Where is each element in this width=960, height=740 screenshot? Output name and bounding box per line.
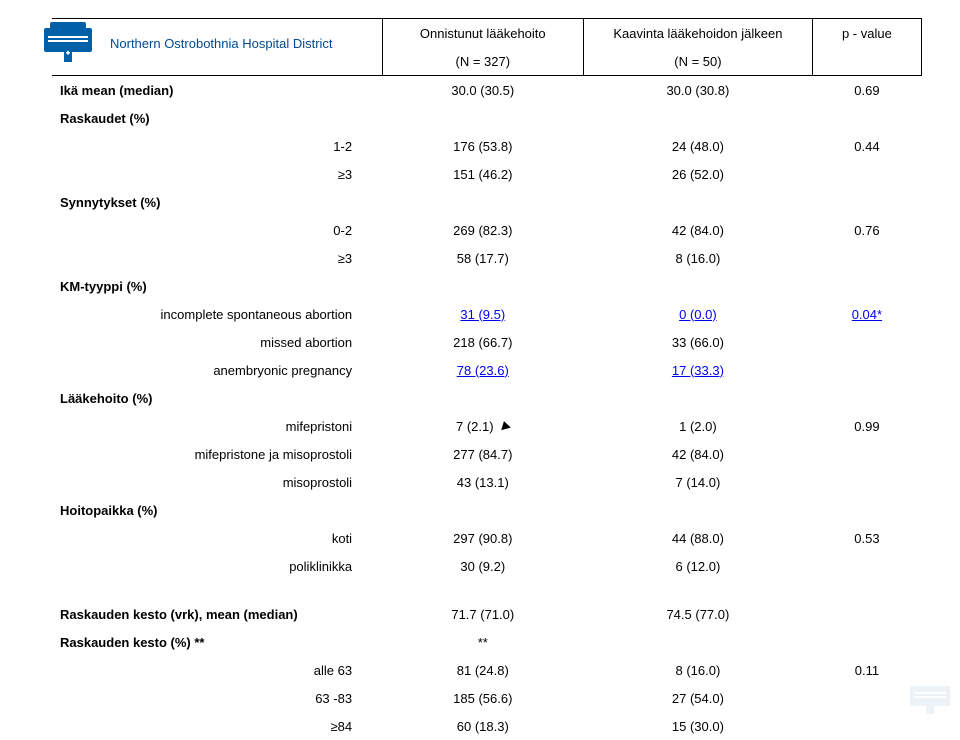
label: 1-2 <box>52 132 382 160</box>
v2: 33 (66.0) <box>583 328 812 356</box>
v2: 30.0 (30.8) <box>583 76 812 105</box>
row-duration-mean: Raskauden kesto (vrk), mean (median) 71.… <box>52 600 922 628</box>
v2: 8 (16.0) <box>583 244 812 272</box>
label: KM-tyyppi (%) <box>52 272 382 300</box>
label: misoprostoli <box>52 468 382 496</box>
col1-sub: (N = 327) <box>382 47 583 76</box>
row-age: Ikä mean (median) 30.0 (30.5) 30.0 (30.8… <box>52 76 922 105</box>
v1: 151 (46.2) <box>382 160 583 188</box>
label: alle 63 <box>52 656 382 684</box>
label: koti <box>52 524 382 552</box>
row-med-header: Lääkehoito (%) <box>52 384 922 412</box>
v1: 81 (24.8) <box>382 656 583 684</box>
v2: 7 (14.0) <box>583 468 812 496</box>
label: ≥84 <box>52 712 382 740</box>
label: Raskauden kesto (vrk), mean (median) <box>52 600 382 628</box>
row-km-isa: incomplete spontaneous abortion 31 (9.5)… <box>52 300 922 328</box>
v1: 277 (84.7) <box>382 440 583 468</box>
v1: 7 (2.1) <box>382 412 583 440</box>
label: 63 -83 <box>52 684 382 712</box>
row-dur-c: ≥84 60 (18.3) 15 (30.0) <box>52 712 922 740</box>
row-med-both: mifepristone ja misoprostoli 277 (84.7) … <box>52 440 922 468</box>
header-row-1: Onnistunut lääkehoito Kaavinta lääkehoid… <box>52 19 922 48</box>
v2: 74.5 (77.0) <box>583 600 812 628</box>
row-preg-header: Raskaudet (%) <box>52 104 922 132</box>
col2-title: Kaavinta lääkehoidon jälkeen <box>583 19 812 48</box>
row-births-02: 0-2 269 (82.3) 42 (84.0) 0.76 <box>52 216 922 244</box>
row-dur-a: alle 63 81 (24.8) 8 (16.0) 0.11 <box>52 656 922 684</box>
spacer <box>52 580 922 600</box>
row-duration-pct: Raskauden kesto (%) ** ** <box>52 628 922 656</box>
page: Northern Ostrobothnia Hospital District … <box>0 0 960 720</box>
v1: 30.0 (30.5) <box>382 76 583 105</box>
v2: 15 (30.0) <box>583 712 812 740</box>
row-med-mife: mifepristoni 7 (2.1) 1 (2.0) 0.99 <box>52 412 922 440</box>
p: 0.53 <box>812 524 921 552</box>
row-births-header: Synnytykset (%) <box>52 188 922 216</box>
label: mifepristone ja misoprostoli <box>52 440 382 468</box>
p: 0.69 <box>812 76 921 105</box>
data-table: Onnistunut lääkehoito Kaavinta lääkehoid… <box>52 18 922 740</box>
label: Hoitopaikka (%) <box>52 496 382 524</box>
row-place-home: koti 297 (90.8) 44 (88.0) 0.53 <box>52 524 922 552</box>
row-km-anem: anembryonic pregnancy 78 (23.6) 17 (33.3… <box>52 356 922 384</box>
v1: 30 (9.2) <box>382 552 583 580</box>
header-row-2: (N = 327) (N = 50) <box>52 47 922 76</box>
v2: 24 (48.0) <box>583 132 812 160</box>
p[interactable]: 0.04* <box>812 300 921 328</box>
label: ≥3 <box>52 160 382 188</box>
p: 0.44 <box>812 132 921 160</box>
row-km-header: KM-tyyppi (%) <box>52 272 922 300</box>
row-preg-12: 1-2 176 (53.8) 24 (48.0) 0.44 <box>52 132 922 160</box>
row-preg-3: ≥3 151 (46.2) 26 (52.0) <box>52 160 922 188</box>
v1[interactable]: 31 (9.5) <box>382 300 583 328</box>
v1: 71.7 (71.0) <box>382 600 583 628</box>
label: Lääkehoito (%) <box>52 384 382 412</box>
label: Raskaudet (%) <box>52 104 382 132</box>
row-med-miso: misoprostoli 43 (13.1) 7 (14.0) <box>52 468 922 496</box>
p: 0.11 <box>812 656 921 684</box>
cursor-icon <box>499 419 511 429</box>
col1-title: Onnistunut lääkehoito <box>382 19 583 48</box>
row-dur-b: 63 -83 185 (56.6) 27 (54.0) <box>52 684 922 712</box>
v2: 42 (84.0) <box>583 440 812 468</box>
label: anembryonic pregnancy <box>52 356 382 384</box>
v2: 6 (12.0) <box>583 552 812 580</box>
label: poliklinikka <box>52 552 382 580</box>
row-place-header: Hoitopaikka (%) <box>52 496 922 524</box>
v2: 1 (2.0) <box>583 412 812 440</box>
v2: 42 (84.0) <box>583 216 812 244</box>
v1: 185 (56.6) <box>382 684 583 712</box>
label: missed abortion <box>52 328 382 356</box>
v1: 297 (90.8) <box>382 524 583 552</box>
v2: 27 (54.0) <box>583 684 812 712</box>
v2: 26 (52.0) <box>583 160 812 188</box>
v2[interactable]: 0 (0.0) <box>583 300 812 328</box>
label: incomplete spontaneous abortion <box>52 300 382 328</box>
v2: 8 (16.0) <box>583 656 812 684</box>
v1: 43 (13.1) <box>382 468 583 496</box>
row-place-clinic: poliklinikka 30 (9.2) 6 (12.0) <box>52 552 922 580</box>
v2: 44 (88.0) <box>583 524 812 552</box>
label: ≥3 <box>52 244 382 272</box>
col2-sub: (N = 50) <box>583 47 812 76</box>
v1: 218 (66.7) <box>382 328 583 356</box>
v2[interactable]: 17 (33.3) <box>583 356 812 384</box>
v1[interactable]: 78 (23.6) <box>382 356 583 384</box>
row-km-missed: missed abortion 218 (66.7) 33 (66.0) <box>52 328 922 356</box>
v1: 60 (18.3) <box>382 712 583 740</box>
label: Raskauden kesto (%) ** <box>52 628 382 656</box>
v1: 58 (17.7) <box>382 244 583 272</box>
p: 0.99 <box>812 412 921 440</box>
label: Synnytykset (%) <box>52 188 382 216</box>
v1: 269 (82.3) <box>382 216 583 244</box>
label: mifepristoni <box>52 412 382 440</box>
v1: 176 (53.8) <box>382 132 583 160</box>
row-births-3: ≥3 58 (17.7) 8 (16.0) <box>52 244 922 272</box>
v1: ** <box>382 628 583 656</box>
col3-title: p - value <box>812 19 921 48</box>
p: 0.76 <box>812 216 921 244</box>
label: 0-2 <box>52 216 382 244</box>
label: Ikä mean (median) <box>52 76 382 105</box>
